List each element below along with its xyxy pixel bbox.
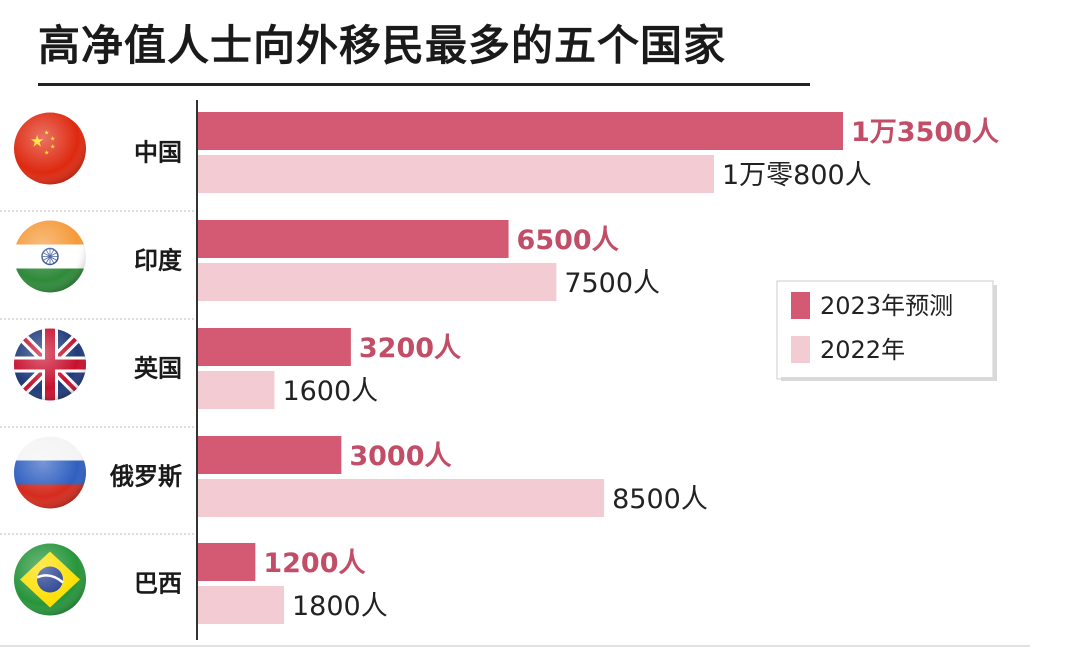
bar-2022 [198, 155, 714, 193]
legend-label: 2023年预测 [820, 292, 953, 320]
category-label: 中国 [134, 139, 182, 167]
bar-2022 [198, 586, 284, 624]
value-label-2022: 1万零800人 [722, 160, 872, 191]
bar-2022 [198, 263, 557, 301]
value-label-2022: 1800人 [292, 591, 388, 622]
value-label-2022: 7500人 [564, 268, 660, 299]
brazil-flag-icon [14, 543, 86, 616]
russia-flag-icon [14, 436, 86, 509]
uk-flag-icon [14, 328, 86, 401]
legend-swatch [791, 336, 810, 363]
value-label-2023: 6500人 [517, 225, 619, 256]
value-label-2022: 8500人 [612, 484, 708, 515]
chart-title: 高净值人士向外移民最多的五个国家 [38, 21, 727, 70]
value-label-2023: 3200人 [359, 333, 461, 364]
value-label-2023: 1万3500人 [851, 117, 999, 148]
value-label-2023: 3000人 [349, 441, 451, 472]
bar-2022 [198, 371, 275, 409]
legend: 2023年预测 2022年 [776, 280, 997, 381]
bar-2023 [198, 112, 843, 150]
bar-2023 [198, 328, 351, 366]
bar-2022 [198, 479, 605, 517]
title-underline [38, 83, 810, 86]
category-label: 英国 [134, 355, 182, 383]
category-label: 印度 [134, 247, 183, 275]
bar-2023 [198, 543, 256, 581]
bar-2023 [198, 220, 509, 258]
bar-2023 [198, 436, 342, 474]
category-label: 巴西 [134, 570, 182, 598]
category-label: 俄罗斯 [109, 463, 182, 491]
china-flag-icon: ★★★★★ [14, 112, 86, 185]
legend-swatch [791, 292, 810, 319]
legend-label: 2022年 [820, 336, 905, 364]
value-label-2022: 1600人 [282, 376, 378, 407]
value-label-2023: 1200人 [263, 548, 365, 579]
india-flag-icon [14, 220, 86, 293]
